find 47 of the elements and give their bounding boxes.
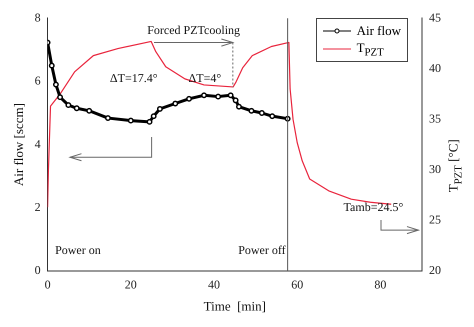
y2-tick-label: 40 — [429, 60, 441, 75]
point — [258, 110, 265, 116]
point — [201, 92, 207, 98]
y-tick-label: 4 — [34, 136, 41, 151]
x-tick-label: 60 — [291, 277, 304, 292]
point — [215, 94, 222, 100]
point — [236, 104, 242, 110]
x-tick-label: 20 — [124, 277, 137, 292]
y-tick-label: 0 — [34, 263, 41, 278]
annotation: Tamb=24.5° — [344, 200, 404, 214]
point — [65, 102, 72, 108]
annotation: ΔT=17.4° — [110, 71, 158, 86]
point — [74, 105, 80, 112]
point — [172, 100, 178, 106]
y2-tick-label: 20 — [429, 263, 441, 278]
legend-label: Air flow — [356, 23, 401, 39]
point — [186, 96, 192, 102]
point — [150, 113, 157, 120]
point — [232, 97, 239, 104]
y2-tick-label: 45 — [429, 10, 441, 24]
point — [156, 106, 163, 112]
annotation: ΔT=4° — [188, 71, 222, 86]
x-axis-title: Time [min] — [204, 298, 266, 314]
point — [86, 108, 92, 114]
annotation: Power on — [55, 242, 101, 257]
point — [57, 94, 64, 100]
annotation: Forced PZTcooling — [147, 22, 240, 37]
y2-tick-label: 25 — [429, 212, 441, 227]
point — [48, 62, 55, 69]
point — [146, 118, 152, 125]
x-tick-label: 80 — [374, 277, 386, 292]
point — [269, 113, 276, 120]
legend-label: T$_{PZT}$ — [356, 40, 384, 58]
point — [228, 92, 234, 98]
x-tick-label: 40 — [208, 277, 220, 292]
y2-tick-label: 35 — [429, 111, 441, 126]
point — [104, 115, 111, 122]
y-tick-label: 2 — [34, 200, 41, 214]
point — [52, 82, 59, 88]
y-axis-title: Air flow [sccm] — [11, 103, 26, 186]
y2-tick-label: 30 — [429, 162, 441, 176]
y-tick-label: 6 — [34, 74, 41, 88]
y-tick-label: 8 — [34, 10, 41, 24]
point — [248, 108, 254, 114]
x-tick-label: 0 — [44, 277, 51, 292]
ref-line-label: Power off — [238, 243, 286, 258]
point — [128, 118, 134, 124]
